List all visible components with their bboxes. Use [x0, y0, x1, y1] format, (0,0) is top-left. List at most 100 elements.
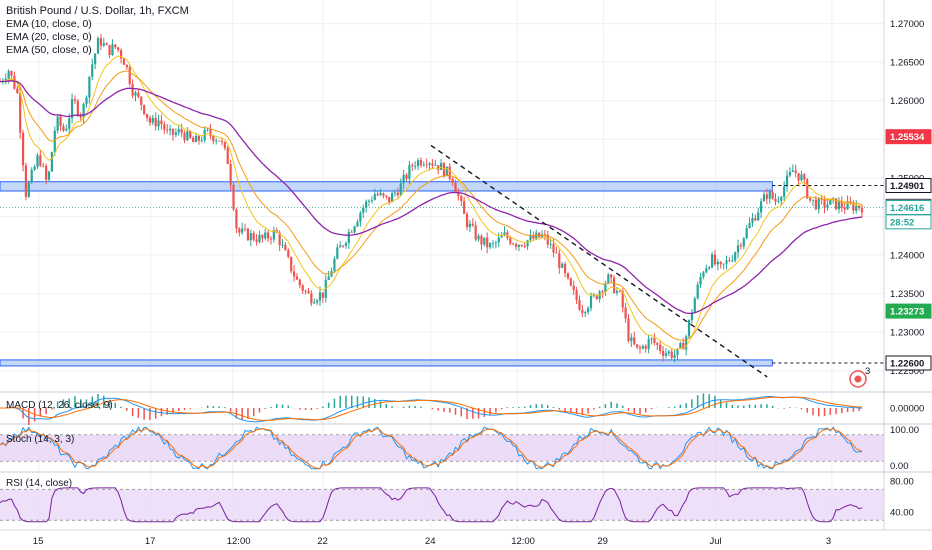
candle-body: [454, 182, 457, 193]
candle-body: [457, 192, 460, 197]
candle-body: [310, 293, 313, 304]
candle-body: [517, 244, 521, 247]
candle-body: [88, 76, 91, 98]
candle-body: [226, 147, 229, 165]
candle-body: [13, 75, 16, 89]
candle-body: [520, 244, 523, 247]
candle-body: [494, 242, 497, 244]
price-tag-label: 1.25534: [890, 132, 925, 143]
candle-body: [489, 243, 492, 248]
candle-body: [618, 290, 621, 292]
candle-body: [791, 170, 794, 172]
candle-body: [134, 92, 137, 96]
candle-body: [690, 312, 694, 320]
price-tag-box: [885, 214, 932, 230]
x-tick-label: Jul: [709, 536, 721, 547]
candle-body: [785, 175, 789, 187]
candle-body: [748, 223, 751, 229]
candle-body: [566, 273, 570, 279]
candle-body: [53, 130, 56, 153]
candle-body: [685, 336, 688, 350]
candle-body: [693, 298, 696, 313]
candle-body: [500, 235, 503, 238]
candle-body: [731, 260, 734, 262]
ema20-label[interactable]: EMA (20, close, 0): [6, 31, 92, 43]
candle-body: [768, 191, 771, 199]
candle-body: [503, 232, 506, 236]
candle-body: [154, 117, 157, 127]
candle-body: [223, 142, 226, 148]
candle-body: [333, 258, 336, 272]
candle-body: [45, 165, 48, 180]
candle-body: [699, 276, 702, 285]
candle-body: [140, 96, 143, 106]
stoch-k-line: [0, 426, 862, 470]
macd-label[interactable]: MACD (12, 26, close, 9): [6, 400, 113, 411]
trendline[interactable]: [0, 144, 884, 378]
candle-body: [145, 114, 149, 118]
candle-body: [575, 290, 578, 300]
ema50-line: [0, 80, 863, 315]
price-tag-box: [885, 178, 932, 194]
ema10-label[interactable]: EMA (10, close, 0): [6, 18, 92, 30]
candle-body: [641, 346, 644, 349]
price-axis[interactable]: 1.270001.265001.260001.255001.250001.245…: [883, 0, 932, 530]
candle-body: [200, 140, 203, 142]
candle-body: [858, 205, 861, 209]
candle-body: [558, 253, 561, 268]
candle-body: [105, 43, 108, 46]
candle-body: [370, 199, 373, 201]
descending-trendline: [430, 144, 768, 378]
candle-body: [647, 339, 650, 349]
price-tag-label: 1.24616: [890, 203, 924, 214]
candle-body: [206, 129, 209, 131]
stoch-label[interactable]: Stoch (14, 3, 3): [6, 434, 75, 445]
candle-body: [350, 231, 353, 233]
ema50-label[interactable]: EMA (50, close, 0): [6, 44, 92, 56]
candle-body: [860, 208, 864, 213]
candle-body: [526, 240, 529, 247]
candle-body: [316, 300, 319, 303]
candle-body: [108, 45, 111, 55]
candle-body: [114, 44, 117, 48]
candle-body: [811, 199, 815, 201]
candle-body: [592, 294, 595, 296]
candle-body: [728, 260, 731, 261]
rsi-band: [0, 489, 884, 521]
candle-body: [163, 124, 166, 130]
candle-body: [183, 132, 186, 141]
candle-body: [416, 160, 420, 167]
candle-body: [509, 237, 512, 244]
candle-body: [532, 235, 535, 239]
candle-body: [846, 201, 849, 210]
candle-body: [708, 267, 711, 269]
candle-body: [483, 237, 486, 245]
candle-body: [702, 272, 705, 277]
candle-body: [125, 64, 128, 68]
candle-body: [719, 261, 722, 265]
candle-body: [687, 319, 691, 337]
candle-body: [252, 233, 255, 240]
candle-body: [65, 128, 68, 131]
candle-body: [180, 129, 183, 133]
rsi-label[interactable]: RSI (14, close): [6, 478, 73, 489]
candle-body: [414, 166, 417, 167]
candle-body: [304, 290, 307, 292]
time-axis[interactable]: 15 17 12:00 22 24 12:00 29 Jul 3: [0, 529, 932, 547]
candle-body: [194, 135, 198, 143]
stoch-band: [0, 434, 884, 462]
ema20-line: [0, 70, 863, 342]
candle-body: [192, 137, 195, 143]
candle-body: [168, 128, 172, 131]
candle-body: [710, 254, 714, 268]
candle-body: [119, 50, 123, 59]
candle-body: [117, 47, 120, 51]
candle-body: [258, 234, 261, 242]
chart-legend: British Pound / U.S. Dollar, 1h, FXCM EM…: [6, 5, 189, 57]
candle-body: [529, 235, 532, 241]
symbol-title[interactable]: British Pound / U.S. Dollar, 1h, FXCM: [6, 5, 189, 17]
candle-body: [42, 165, 45, 167]
candle-body: [437, 165, 440, 170]
candle-body: [7, 71, 10, 79]
